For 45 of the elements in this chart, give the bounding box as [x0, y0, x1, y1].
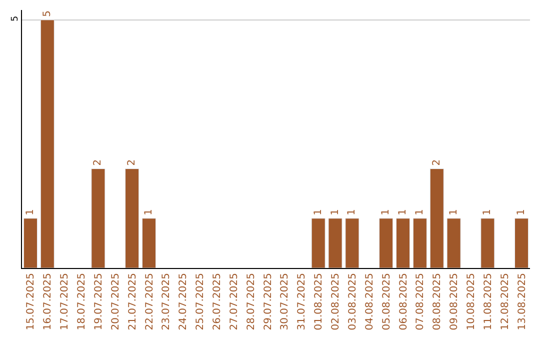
x-tick-label: 22.07.2025 — [144, 273, 156, 330]
x-tick-label: 21.07.2025 — [127, 273, 138, 330]
x-tick-label: 18.07.2025 — [76, 273, 88, 330]
x-tick-label: 09.08.2025 — [449, 273, 460, 330]
x-tick-label: 04.08.2025 — [364, 273, 376, 330]
x-tick-label: 19.07.2025 — [93, 273, 104, 330]
x-tick-label: 17.07.2025 — [60, 273, 71, 330]
x-tick-label: 05.08.2025 — [381, 273, 392, 330]
x-tick-label: 12.08.2025 — [500, 273, 511, 330]
x-tick-label: 02.08.2025 — [330, 273, 342, 330]
x-tick-label: 16.07.2025 — [42, 273, 54, 330]
x-tick-label: 06.08.2025 — [398, 273, 410, 330]
data-label: 2 — [431, 159, 442, 166]
data-label: 2 — [126, 159, 138, 166]
x-tick-label: 20.07.2025 — [110, 273, 122, 330]
data-label: 5 — [42, 10, 53, 17]
x-tick-label: 13.08.2025 — [516, 273, 528, 330]
x-tick-label: 01.08.2025 — [314, 273, 325, 330]
x-tick-label: 15.07.2025 — [26, 273, 37, 330]
x-tick-label: 28.07.2025 — [246, 273, 257, 330]
x-tick-label: 11.08.2025 — [482, 273, 494, 330]
data-label: 1 — [330, 209, 341, 216]
data-label: 1 — [346, 209, 358, 216]
data-label: 1 — [312, 209, 324, 216]
x-tick-label: 23.07.2025 — [161, 273, 172, 330]
x-tick-label: 27.07.2025 — [228, 273, 240, 330]
data-label: 1 — [516, 209, 528, 216]
x-tick-label: 24.07.2025 — [178, 273, 190, 330]
x-tick-label: 26.07.2025 — [212, 273, 223, 330]
data-label: 2 — [92, 159, 104, 166]
data-label: 1 — [482, 209, 494, 216]
data-label: 1 — [448, 209, 460, 216]
x-tick-label: 07.08.2025 — [415, 273, 426, 330]
data-label: 1 — [144, 209, 154, 216]
data-label: 1 — [414, 209, 426, 216]
x-tick-label: 10.08.2025 — [466, 273, 477, 330]
x-tick-label: 29.07.2025 — [262, 273, 274, 330]
x-tick-label: 08.08.2025 — [432, 273, 444, 330]
data-label: 1 — [380, 209, 392, 216]
x-tick-label: 30.07.2025 — [280, 273, 291, 330]
x-tick-label: 03.08.2025 — [347, 273, 358, 330]
x-tick-label: 25.07.2025 — [195, 273, 206, 330]
data-label: 1 — [398, 209, 408, 216]
data-label: 1 — [24, 209, 36, 216]
x-tick-label: 31.07.2025 — [296, 273, 308, 330]
